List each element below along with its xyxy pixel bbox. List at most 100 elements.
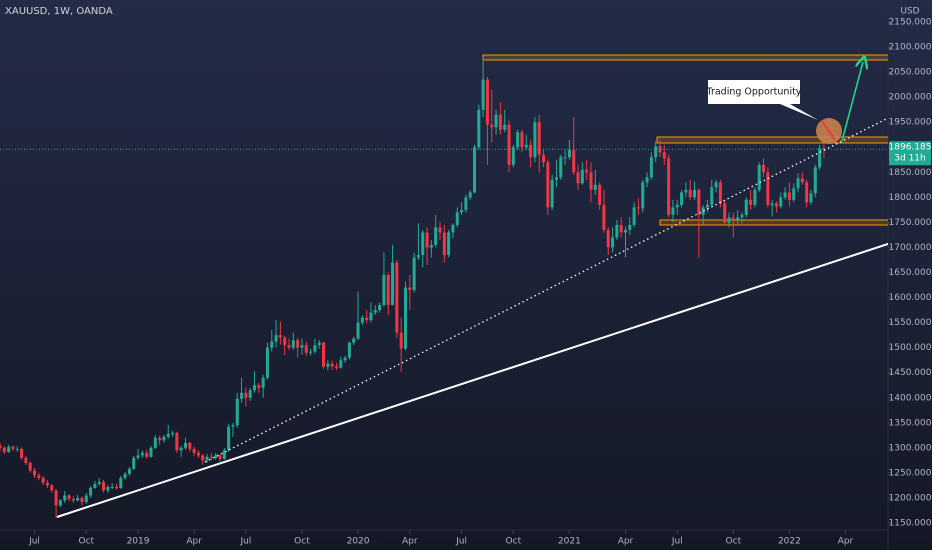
- trendline: [56, 242, 888, 518]
- candle-body: [516, 132, 520, 148]
- candle-body: [140, 452, 144, 456]
- candle-body: [231, 425, 235, 427]
- candle-body: [67, 495, 71, 499]
- candle-body: [623, 229, 627, 233]
- candle-body: [175, 432, 179, 451]
- y-tick-label: 1400.000: [889, 393, 932, 403]
- y-tick-label: 1200.000: [889, 493, 932, 503]
- candle-body: [507, 124, 511, 165]
- candle-body: [287, 345, 291, 348]
- candle-body: [309, 351, 313, 353]
- candle-body: [257, 385, 261, 388]
- candle-body: [265, 347, 269, 378]
- callout-text: Trading Opportunity: [706, 87, 802, 98]
- candle-body: [783, 192, 787, 198]
- candle-body: [20, 448, 24, 458]
- candle-body: [425, 232, 429, 248]
- plot-area: [0, 54, 888, 518]
- candle-body: [93, 483, 97, 488]
- candle-body: [542, 154, 546, 163]
- candle-body: [563, 157, 567, 159]
- candle-body: [593, 184, 597, 190]
- candle-body: [714, 182, 718, 188]
- candle-body: [546, 162, 550, 208]
- candle-body: [421, 232, 425, 255]
- candle-body: [710, 187, 714, 205]
- candle-body: [667, 158, 671, 215]
- y-tick-label: 1700.000: [889, 243, 932, 253]
- candle-body: [468, 192, 472, 198]
- candle-body: [464, 197, 468, 210]
- y-tick-label: 2000.000: [889, 93, 932, 103]
- candle-body: [304, 345, 308, 353]
- candle-body: [0, 445, 2, 448]
- candle-body: [71, 498, 75, 501]
- candle-body: [391, 262, 395, 306]
- candle-body: [580, 169, 584, 184]
- candle-body: [442, 232, 446, 255]
- candle-body: [352, 338, 356, 343]
- candle-body: [360, 317, 364, 323]
- candle-body: [585, 169, 589, 173]
- candle-body: [33, 470, 37, 476]
- candle-body: [334, 366, 338, 368]
- candle-body: [408, 287, 412, 291]
- candle-body: [300, 345, 304, 348]
- x-tick-label: Jul: [455, 537, 467, 547]
- candle-body: [727, 217, 731, 223]
- candle-body: [697, 189, 701, 215]
- candle-body: [283, 337, 287, 346]
- candle-body: [326, 363, 330, 367]
- y-tick-label: 1500.000: [889, 343, 932, 353]
- candle-body: [554, 177, 558, 180]
- callout: [708, 80, 818, 120]
- x-tick-label: Oct: [726, 537, 742, 547]
- candle-body: [162, 436, 166, 441]
- currency: USD: [900, 7, 919, 17]
- candle-body: [757, 164, 761, 190]
- candle-body: [705, 204, 709, 208]
- candle-body: [382, 275, 386, 306]
- candle-body: [477, 109, 481, 148]
- candle-body: [369, 312, 373, 321]
- candle-body: [451, 224, 455, 233]
- candle-body: [602, 204, 606, 230]
- candle-body: [473, 147, 477, 193]
- candle-body: [127, 468, 131, 474]
- candle-body: [654, 146, 658, 158]
- candle-body: [403, 287, 407, 349]
- candle-body: [114, 486, 118, 488]
- candle-body: [774, 203, 778, 207]
- candle-body: [813, 167, 817, 194]
- candle-body: [805, 182, 809, 203]
- candle-body: [490, 124, 494, 128]
- candle-body: [576, 172, 580, 184]
- y-tick-label: 1450.000: [889, 368, 932, 378]
- candle-body: [240, 392, 244, 399]
- y-tick-label: 2100.000: [889, 43, 932, 53]
- symbol-title: XAUUSD, 1W, OANDA: [5, 6, 113, 17]
- y-tick-label: 1750.000: [889, 218, 932, 228]
- y-tick-label: 1150.000: [889, 518, 932, 528]
- candle-body: [45, 482, 49, 486]
- candle-body: [97, 481, 101, 484]
- candle-body: [429, 244, 433, 248]
- countdown: 3d 11h: [894, 154, 925, 164]
- candle-body: [209, 456, 213, 458]
- candle-body: [278, 335, 282, 338]
- candle-body: [244, 392, 248, 398]
- x-tick-label: 2021: [558, 537, 581, 547]
- candle-body: [740, 214, 744, 218]
- candle-body: [559, 157, 563, 178]
- candle-body: [136, 455, 140, 458]
- candle-body: [399, 332, 403, 349]
- candle-body: [343, 357, 347, 361]
- resistance-zone: [482, 54, 888, 61]
- candle-body: [494, 114, 498, 128]
- candle-body: [395, 262, 399, 333]
- y-tick-label: 2150.000: [889, 18, 932, 28]
- candle-body: [693, 189, 697, 198]
- candle-body: [589, 172, 593, 190]
- candle-body: [166, 433, 170, 437]
- candle-body: [460, 209, 464, 213]
